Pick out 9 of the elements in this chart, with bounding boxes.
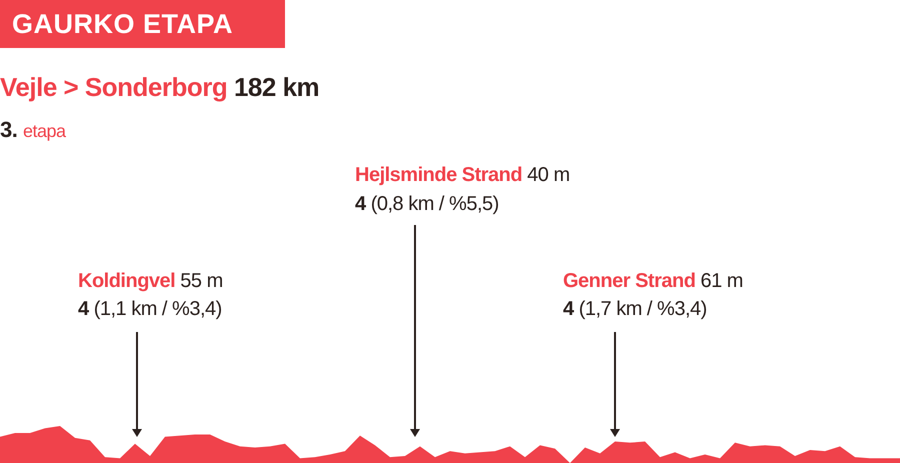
text: Koldingvel 55 m: [78, 270, 223, 292]
text: 4 (1,1 km / %3,4): [78, 298, 222, 320]
text: Hejlsminde Strand 40 m: [355, 164, 570, 186]
text: 3. etapa: [0, 117, 66, 142]
chart-subtitle: Vejle > Sonderborg 182 km: [0, 72, 320, 102]
text: 4 (1,7 km / %3,4): [563, 298, 707, 320]
chart-title: GAURKO ETAPA: [0, 0, 285, 48]
text: Genner Strand 61 m: [563, 270, 743, 292]
text: 4 (0,8 km / %5,5): [355, 193, 499, 215]
